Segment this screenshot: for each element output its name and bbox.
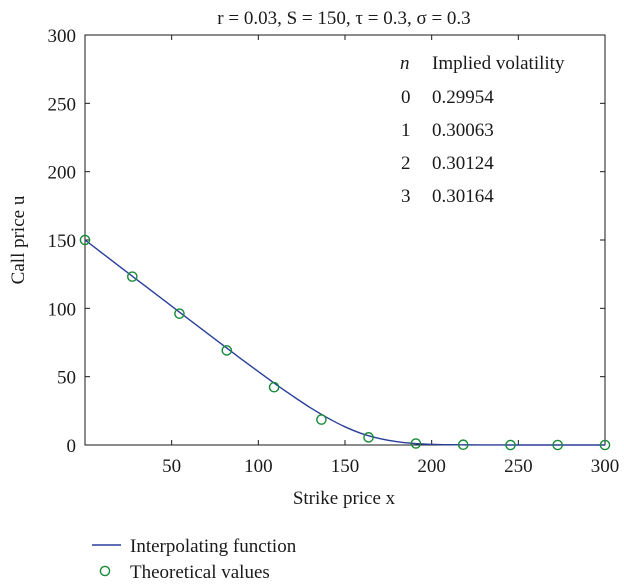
data-point-theoretical-value (457, 439, 469, 451)
y-tick-label: 50 (57, 368, 76, 389)
implied-volatility-table: n Implied volatility 0 0.29954 1 0.30063… (400, 53, 565, 207)
legend-marker-swatch (99, 565, 111, 577)
data-point-theoretical-value (552, 439, 563, 451)
data-point-theoretical-value (363, 432, 374, 443)
y-axis-label: Call price u (8, 195, 29, 284)
y-tick-label: 150 (48, 231, 77, 252)
data-point-theoretical-value (174, 308, 185, 319)
data-point-theoretical-value (599, 439, 611, 451)
x-axis: 50 100 150 200 250 300 (162, 35, 619, 477)
chart-title: r = 0.03, S = 150, τ = 0.3, σ = 0.3 (217, 8, 470, 29)
x-tick-label: 50 (162, 456, 181, 477)
table-row-3-value: 0.30164 (432, 186, 494, 207)
table-row-0-n: 0 (401, 87, 411, 108)
table-row-2-value: 0.30124 (432, 153, 494, 174)
data-point-theoretical-value (505, 439, 516, 451)
table-header-implied-volatility: Implied volatility (432, 53, 565, 74)
series-line-interpolating-function (84, 239, 605, 446)
x-tick-label: 300 (591, 456, 620, 477)
legend-label-theoretical: Theoretical values (130, 562, 270, 583)
x-axis-label: Strike price x (293, 488, 396, 509)
y-tick-label: 250 (48, 94, 77, 115)
y-tick-label: 0 (67, 436, 77, 457)
table-row-2-n: 2 (401, 153, 411, 174)
data-point-theoretical-value (127, 271, 138, 282)
table-row-1-value: 0.30063 (432, 120, 494, 141)
x-tick-label: 200 (417, 456, 446, 477)
table-row-0-value: 0.29954 (432, 87, 494, 108)
data-point-theoretical-value (221, 345, 233, 356)
y-tick-label: 200 (48, 163, 77, 184)
table-row-3-n: 3 (401, 186, 411, 207)
y-tick-label: 300 (48, 26, 77, 47)
y-tick-label: 100 (48, 299, 77, 320)
series-layer (79, 234, 611, 451)
data-point-theoretical-value (316, 414, 327, 425)
table-row-1-n: 1 (401, 120, 411, 141)
table-header-n: n (400, 53, 410, 74)
x-tick-label: 100 (244, 456, 273, 477)
data-point-theoretical-value (410, 438, 422, 449)
x-tick-label: 250 (504, 456, 533, 477)
legend-label-interpolating: Interpolating function (130, 536, 297, 557)
data-point-theoretical-value (79, 234, 91, 246)
x-tick-label: 150 (331, 456, 360, 477)
y-axis: 0 50 100 150 200 250 300 (48, 26, 605, 457)
plot-area (84, 34, 606, 446)
legend: Interpolating function Theoretical value… (92, 536, 297, 583)
data-point-theoretical-value (268, 381, 280, 393)
